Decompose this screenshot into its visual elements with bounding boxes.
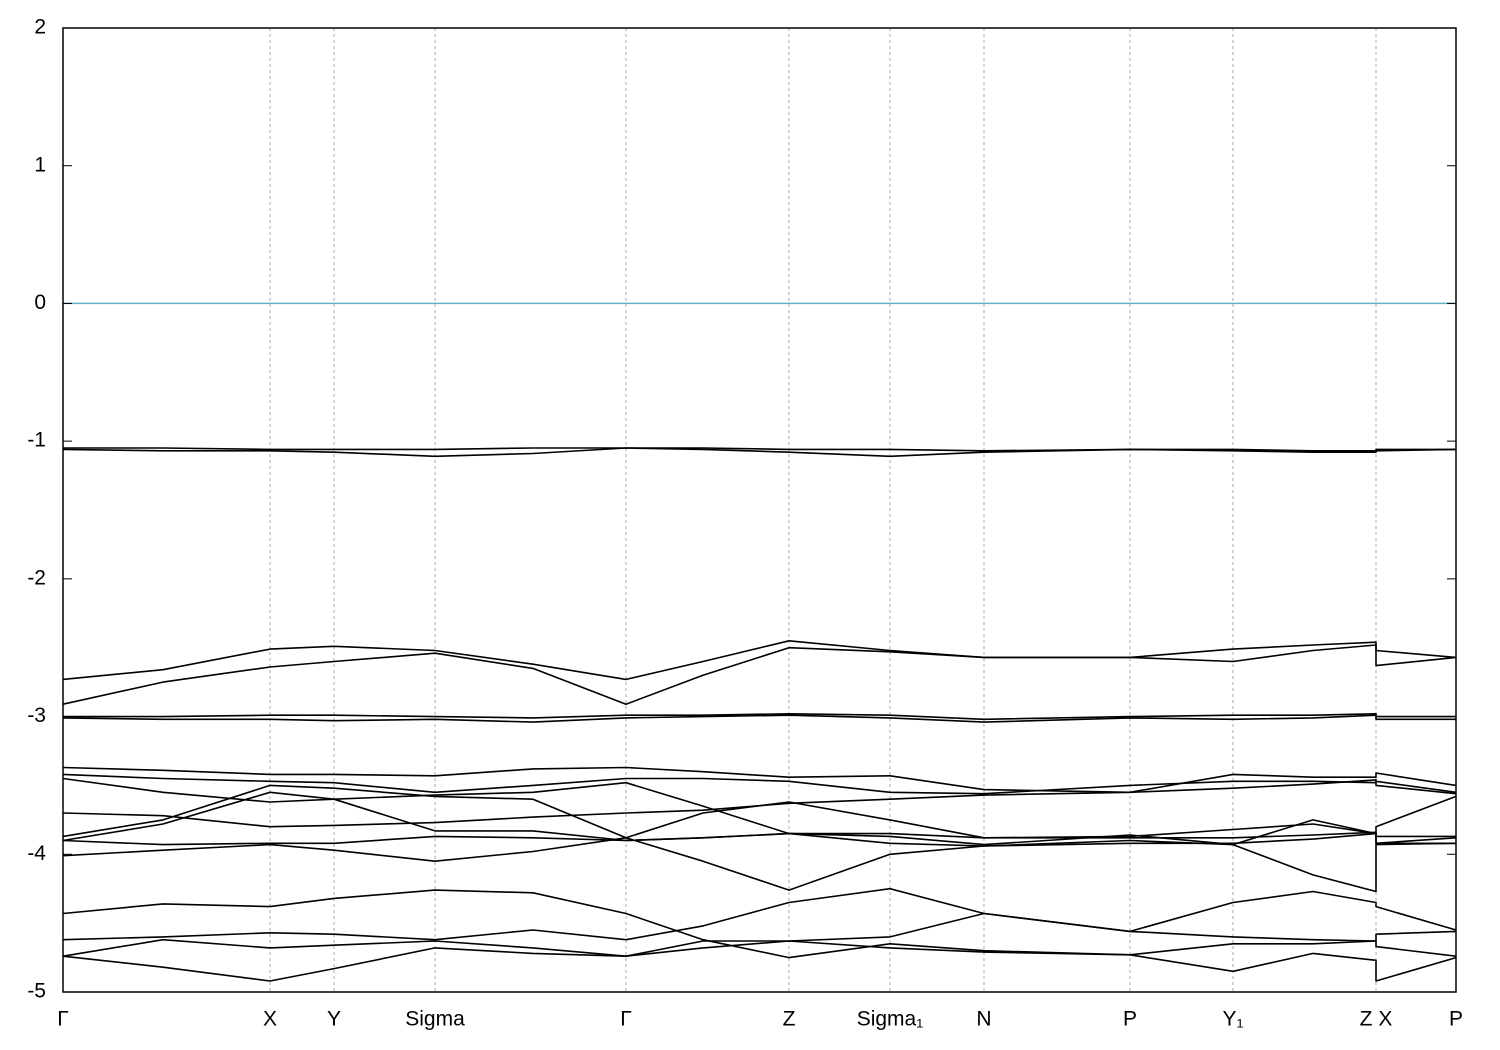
band	[62, 714, 1456, 723]
band	[62, 784, 1456, 839]
band	[62, 766, 1457, 794]
y-tick-label: -5	[27, 980, 46, 1003]
x-tick-label: X	[263, 1008, 277, 1031]
x-tick-label: Γ	[57, 1008, 69, 1031]
grid	[63, 28, 1456, 992]
plot-frame	[62, 27, 1457, 993]
x-tick-label: P	[1123, 1008, 1137, 1031]
band	[63, 712, 1456, 721]
band	[62, 644, 1457, 706]
y-tick-label: 0	[34, 291, 46, 314]
y-tick-label: -3	[27, 704, 46, 727]
x-tick-label: Y	[327, 1008, 341, 1031]
y-tick-label: 1	[34, 153, 46, 176]
band	[63, 447, 1456, 452]
x-tick-label: Sigma	[405, 1008, 465, 1031]
x-tick-label: Z X	[1360, 1008, 1393, 1031]
x-tick-label: P	[1449, 1008, 1463, 1031]
band	[62, 639, 1457, 681]
band	[62, 889, 1457, 982]
y-tick-label: -2	[27, 566, 46, 589]
band	[62, 447, 1457, 458]
x-tick-label: Y₁	[1222, 1008, 1243, 1031]
axes: 2 1 0 -1 -2 -3 -4 -5 Γ X Y Sigma Γ Z Sigma₁ N P Y₁ Z X P	[27, 16, 1463, 1031]
band	[62, 940, 1457, 982]
bands	[62, 447, 1457, 982]
y-tick-label: -1	[27, 429, 46, 452]
x-tick-label: Sigma₁	[857, 1008, 924, 1031]
band	[62, 912, 1457, 958]
band	[62, 779, 1457, 828]
band	[62, 773, 1457, 795]
x-tick-label: Γ	[620, 1008, 632, 1031]
band	[62, 887, 1457, 941]
band	[62, 836, 1457, 893]
band	[62, 832, 1456, 847]
x-tick-label: N	[976, 1008, 991, 1031]
y-tick-label: 2	[34, 16, 46, 39]
y-tick-label: -4	[27, 842, 46, 865]
x-tick-label: Z	[783, 1008, 796, 1031]
